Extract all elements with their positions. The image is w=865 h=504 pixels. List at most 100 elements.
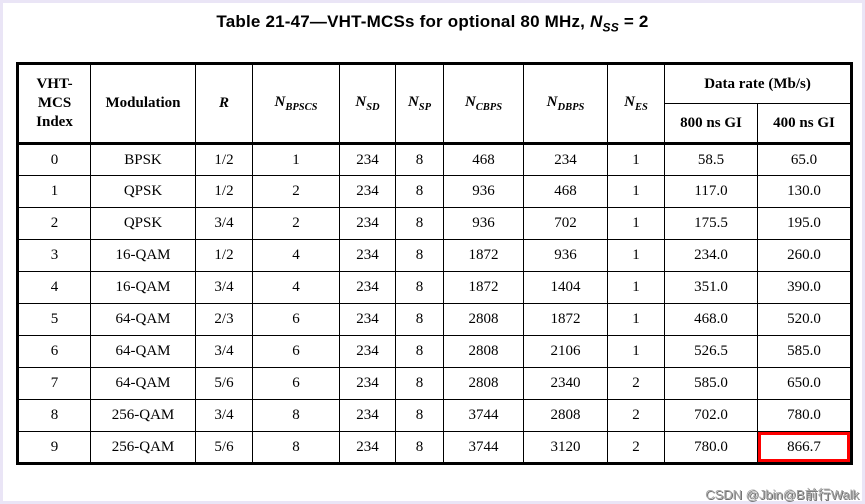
cell-r1-c0: 1 [17,175,91,208]
cell-r8-c7: 2808 [523,399,608,432]
cell-r6-c9: 526.5 [664,335,758,368]
cell-r7-c4: 234 [339,367,396,400]
cell-r9-c5: 8 [395,431,444,464]
cell-r4-c8: 1 [607,271,665,304]
cell-r2-c6: 936 [443,207,524,240]
table-header: VHT- MCS Index Modulation R NBPSCS NSD N… [17,63,853,145]
cell-r2-c2: 3/4 [195,207,253,240]
header-nsp: NSP [395,63,444,145]
cell-r6-c6: 2808 [443,335,524,368]
cell-r3-c5: 8 [395,239,444,272]
cell-r7-c1: 64-QAM [90,367,196,400]
cell-r8-c10: 780.0 [756,399,853,432]
cell-r2-c4: 234 [339,207,396,240]
cell-r4-c9: 351.0 [664,271,758,304]
table-row: 4 16-QAM 3/4 4 234 8 1872 1404 1 351.0 390.0 [17,271,853,304]
cell-r2-c5: 8 [395,207,444,240]
cell-r0-c3: 1 [252,143,340,176]
cell-r7-c0: 7 [17,367,91,400]
cell-r6-c2: 3/4 [195,335,253,368]
cell-r7-c10: 650.0 [756,367,853,400]
cell-r9-c2: 5/6 [195,431,253,464]
table-row: 7 64-QAM 5/6 6 234 8 2808 2340 2 585.0 650.0 [17,367,853,400]
cell-r0-c7: 234 [523,143,608,176]
cell-r7-c6: 2808 [443,367,524,400]
cell-r6-c4: 234 [339,335,396,368]
table-row: 3 16-QAM 1/2 4 234 8 1872 936 1 234.0 260.0 [17,239,853,272]
cell-r0-c0: 0 [17,143,91,176]
cell-r3-c9: 234.0 [664,239,758,272]
table-row: 0 BPSK 1/2 1 234 8 468 234 1 58.5 65.0 [17,143,853,176]
highlighted-cell: 866.7 [756,431,853,464]
cell-r5-c4: 234 [339,303,396,336]
header-800ns-gi: 800 ns GI [664,103,758,145]
cell-r0-c1: BPSK [90,143,196,176]
cell-r6-c0: 6 [17,335,91,368]
table-row: 5 64-QAM 2/3 6 234 8 2808 1872 1 468.0 520.0 [17,303,853,336]
vht-mcs-table: VHT- MCS Index Modulation R NBPSCS NSD N… [16,62,854,465]
cell-r1-c10: 130.0 [756,175,853,208]
header-ndbps: NDBPS [523,63,608,145]
header-400ns-gi: 400 ns GI [756,103,853,145]
cell-r1-c7: 468 [523,175,608,208]
cell-r7-c8: 2 [607,367,665,400]
cell-r5-c3: 6 [252,303,340,336]
cell-r8-c3: 8 [252,399,340,432]
cell-r7-c7: 2340 [523,367,608,400]
cell-r9-c1: 256-QAM [90,431,196,464]
cell-r5-c0: 5 [17,303,91,336]
cell-r2-c8: 1 [607,207,665,240]
cell-r1-c5: 8 [395,175,444,208]
cell-r3-c0: 3 [17,239,91,272]
cell-r4-c0: 4 [17,271,91,304]
cell-r5-c8: 1 [607,303,665,336]
cell-r1-c3: 2 [252,175,340,208]
table-body: 0 BPSK 1/2 1 234 8 468 234 1 58.5 65.0 1 QPSK 1/2 2 234… [17,143,853,464]
cell-r1-c8: 1 [607,175,665,208]
cell-r7-c5: 8 [395,367,444,400]
table-row: 6 64-QAM 3/4 6 234 8 2808 2106 1 526.5 585.0 [17,335,853,368]
table-row: 9 256-QAM 5/6 8 234 8 3744 3120 2 780.0 866.7 [17,431,853,464]
csdn-watermark: CSDN @Jbin@B前行Walk [705,487,859,502]
caption-text-suffix: = 2 [618,12,649,31]
cell-r3-c3: 4 [252,239,340,272]
cell-r4-c4: 234 [339,271,396,304]
cell-r6-c7: 2106 [523,335,608,368]
header-nbpscs: NBPSCS [252,63,340,145]
cell-r1-c6: 936 [443,175,524,208]
table-row: 8 256-QAM 3/4 8 234 8 3744 2808 2 702.0 780.0 [17,399,853,432]
header-nsd: NSD [339,63,396,145]
cell-r8-c1: 256-QAM [90,399,196,432]
cell-r0-c5: 8 [395,143,444,176]
cell-r9-c7: 3120 [523,431,608,464]
cell-r4-c10: 390.0 [756,271,853,304]
cell-r9-c3: 8 [252,431,340,464]
cell-r6-c1: 64-QAM [90,335,196,368]
cell-r4-c1: 16-QAM [90,271,196,304]
cell-r5-c10: 520.0 [756,303,853,336]
cell-r2-c7: 702 [523,207,608,240]
cell-r8-c9: 702.0 [664,399,758,432]
cell-r0-c2: 1/2 [195,143,253,176]
cell-r9-c9: 780.0 [664,431,758,464]
cell-r3-c1: 16-QAM [90,239,196,272]
cell-r2-c3: 2 [252,207,340,240]
cell-r9-c0: 9 [17,431,91,464]
caption-var-subscript: SS [602,20,619,35]
cell-r3-c8: 1 [607,239,665,272]
cell-r2-c0: 2 [17,207,91,240]
cell-r5-c5: 8 [395,303,444,336]
cell-r4-c7: 1404 [523,271,608,304]
cell-r4-c3: 4 [252,271,340,304]
cell-r1-c4: 234 [339,175,396,208]
cell-r0-c4: 234 [339,143,396,176]
cell-r6-c5: 8 [395,335,444,368]
cell-r5-c2: 2/3 [195,303,253,336]
cell-r5-c9: 468.0 [664,303,758,336]
cell-r7-c9: 585.0 [664,367,758,400]
table-row: 2 QPSK 3/4 2 234 8 936 702 1 175.5 195.0 [17,207,853,240]
cell-r6-c10: 585.0 [756,335,853,368]
cell-r5-c7: 1872 [523,303,608,336]
cell-r9-c8: 2 [607,431,665,464]
